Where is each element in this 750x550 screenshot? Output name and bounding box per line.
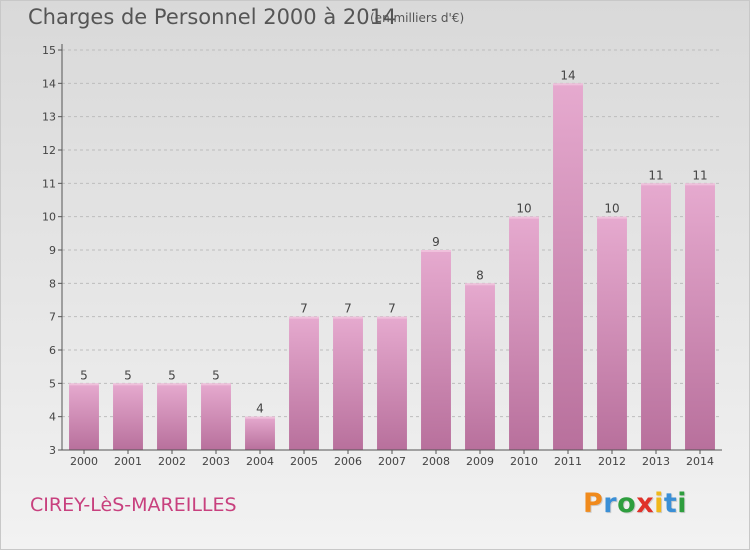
bar: [685, 183, 715, 451]
bar-value-label: 11: [648, 168, 663, 182]
y-tick-label: 6: [49, 344, 56, 357]
bar: [421, 250, 451, 450]
y-tick-label: 8: [49, 277, 56, 290]
x-tick-label: 2013: [642, 455, 670, 468]
bars: [69, 83, 715, 451]
bar-top-highlight: [465, 283, 495, 286]
bar: [157, 383, 187, 450]
bar-value-label: 7: [388, 302, 396, 316]
logo-letter: x: [636, 488, 655, 519]
bar-value-label: 11: [692, 168, 707, 182]
bar: [289, 316, 319, 450]
y-tick-label: 13: [42, 111, 56, 124]
bar-top-highlight: [69, 383, 99, 386]
y-tick-label: 15: [42, 44, 56, 57]
bar-value-label: 10: [516, 202, 531, 216]
x-tick-label: 2007: [378, 455, 406, 468]
labels: 3 4 5 6 7 8 9 10 11 12 13 14 15 2000 5 2001 5 2002 5 2003 5 2…: [42, 44, 714, 468]
bar: [553, 83, 583, 450]
bar-top-highlight: [553, 83, 583, 86]
bar: [509, 216, 539, 450]
bar-top-highlight: [597, 216, 627, 219]
chart-title: Charges de Personnel 2000 à 2014: [28, 5, 397, 29]
logo-letter: P: [583, 488, 604, 519]
x-tick-label: 2004: [246, 455, 274, 468]
y-tick-label: 12: [42, 144, 56, 157]
x-tick-label: 2002: [158, 455, 186, 468]
bar-value-label: 4: [256, 402, 264, 416]
bar-value-label: 7: [300, 302, 308, 316]
y-tick-label: 7: [49, 311, 56, 324]
y-tick-label: 10: [42, 211, 56, 224]
bar-value-label: 5: [124, 368, 132, 382]
bar-value-label: 5: [212, 368, 220, 382]
bar-value-label: 10: [604, 202, 619, 216]
x-tick-label: 2011: [554, 455, 582, 468]
bar-top-highlight: [113, 383, 143, 386]
x-tick-label: 2006: [334, 455, 362, 468]
bar-top-highlight: [509, 216, 539, 219]
bar: [641, 183, 671, 451]
bar-top-highlight: [641, 183, 671, 186]
bar-value-label: 5: [168, 368, 176, 382]
y-tick-label: 14: [42, 77, 56, 90]
bar-value-label: 7: [344, 302, 352, 316]
x-tick-label: 2005: [290, 455, 318, 468]
bar-value-label: 8: [476, 268, 484, 282]
proxiti-logo: Proxiti: [583, 488, 687, 519]
bar: [201, 383, 231, 450]
y-tick-label: 11: [42, 177, 56, 190]
chart-subtitle: (en milliers d'€): [370, 11, 465, 25]
axes: [58, 44, 722, 454]
bar: [333, 316, 363, 450]
commune-name: CIREY-LèS-MAREILLES: [30, 494, 237, 516]
bar: [377, 316, 407, 450]
bar-top-highlight: [245, 416, 275, 419]
logo-letter: t: [663, 488, 678, 519]
bar-top-highlight: [421, 250, 451, 252]
bar: [597, 216, 627, 450]
bar-top-highlight: [201, 383, 231, 386]
x-tick-label: 2001: [114, 455, 142, 468]
x-tick-label: 2000: [70, 455, 98, 468]
x-tick-label: 2009: [466, 455, 494, 468]
y-tick-label: 3: [49, 444, 56, 457]
bar-value-label: 14: [560, 68, 575, 82]
bar: [245, 416, 275, 450]
x-tick-label: 2003: [202, 455, 230, 468]
bar-value-label: 5: [80, 368, 88, 382]
x-tick-label: 2014: [686, 455, 714, 468]
bar: [113, 383, 143, 450]
x-tick-label: 2012: [598, 455, 626, 468]
bar-top-highlight: [333, 316, 363, 319]
logo-letter: i: [677, 488, 688, 519]
bar-top-highlight: [289, 316, 319, 319]
logo-letter: i: [654, 488, 664, 519]
bar-top-highlight: [157, 383, 187, 386]
x-tick-label: 2008: [422, 455, 450, 468]
bar: [69, 383, 99, 450]
logo-letter: o: [617, 488, 637, 519]
logo-letter: r: [603, 488, 618, 519]
y-tick-label: 4: [49, 411, 56, 424]
bar-top-highlight: [377, 316, 407, 319]
y-tick-label: 9: [49, 244, 56, 257]
x-tick-label: 2010: [510, 455, 538, 468]
bar: [465, 283, 495, 450]
bar-value-label: 9: [432, 235, 440, 249]
y-tick-label: 5: [49, 377, 56, 390]
bar-top-highlight: [685, 183, 715, 186]
